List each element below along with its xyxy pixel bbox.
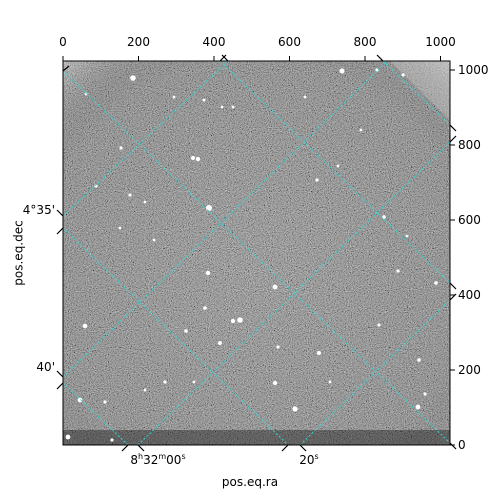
grid-line <box>219 61 450 284</box>
grid-line <box>299 299 450 445</box>
star <box>359 128 363 132</box>
star <box>202 98 206 102</box>
star <box>276 345 280 349</box>
right-tick-label: 200 <box>458 363 481 377</box>
grid-line <box>63 61 229 217</box>
star <box>405 234 409 238</box>
star <box>119 146 123 150</box>
star <box>401 73 405 77</box>
coordinate-grid <box>63 61 450 445</box>
top-tick-label: 200 <box>127 35 150 49</box>
right-tick-label: 0 <box>458 438 466 452</box>
y-axis-label: pos.eq.dec <box>11 220 26 286</box>
star <box>130 75 136 81</box>
star <box>220 105 224 109</box>
star <box>315 178 319 182</box>
star <box>206 205 212 211</box>
star <box>272 380 278 386</box>
star <box>203 306 207 310</box>
ra-tick-label: 20s20s <box>299 452 319 467</box>
star <box>377 323 381 327</box>
grid-line <box>63 70 450 444</box>
star <box>231 105 235 109</box>
grid-line <box>382 61 450 126</box>
star <box>434 281 438 285</box>
star <box>205 270 211 276</box>
ra-tick-main: 20s <box>299 452 319 467</box>
star <box>415 404 421 410</box>
dec-tick-label: 4°35' <box>22 203 55 217</box>
star <box>77 397 83 403</box>
star <box>143 200 147 204</box>
star <box>218 341 222 345</box>
star <box>110 438 114 442</box>
star <box>143 388 147 392</box>
star <box>184 329 188 333</box>
star <box>152 238 156 242</box>
star <box>192 380 196 384</box>
star <box>163 380 167 384</box>
star <box>417 358 421 362</box>
star <box>118 226 122 230</box>
star <box>65 434 71 440</box>
x-axis-label: pos.eq.ra <box>221 475 279 489</box>
star <box>336 164 340 168</box>
right-tick-label: 1000 <box>458 63 489 77</box>
right-ticks <box>450 69 455 446</box>
star <box>195 156 201 162</box>
star <box>82 323 88 329</box>
top-tick-label: 1000 <box>425 35 456 49</box>
plot-frame <box>62 60 451 446</box>
top-tick-label: 600 <box>278 35 301 49</box>
star <box>303 95 307 99</box>
top-tick-label: 400 <box>202 35 226 49</box>
star <box>423 392 427 396</box>
top-ticks <box>62 56 441 61</box>
grid-line <box>63 227 289 445</box>
star <box>317 351 321 355</box>
right-tick-label: 800 <box>458 138 481 152</box>
wcs-ticks <box>56 54 457 452</box>
ra-tick-label: 8h32m00s8h32m00s <box>130 452 186 467</box>
star <box>292 406 298 412</box>
star <box>382 215 386 219</box>
star <box>128 193 132 197</box>
ra-tick-main: 8h32m00s <box>130 452 186 467</box>
grid-line <box>63 382 129 445</box>
top-tick-label: 0 <box>59 35 67 49</box>
star <box>191 156 195 160</box>
dec-tick-label: 40' <box>36 360 55 374</box>
star <box>375 68 379 72</box>
star <box>103 400 107 404</box>
sky-image <box>63 61 450 445</box>
star <box>328 380 332 384</box>
star <box>396 269 400 273</box>
star <box>172 95 176 99</box>
star <box>237 317 243 323</box>
right-tick-label: 400 <box>458 288 481 302</box>
star <box>272 284 278 290</box>
star <box>339 68 345 74</box>
grid-line <box>63 61 388 378</box>
top-tick-label: 800 <box>353 35 377 49</box>
grid-line <box>137 141 450 445</box>
star <box>230 318 236 324</box>
right-tick-label: 600 <box>458 213 481 227</box>
